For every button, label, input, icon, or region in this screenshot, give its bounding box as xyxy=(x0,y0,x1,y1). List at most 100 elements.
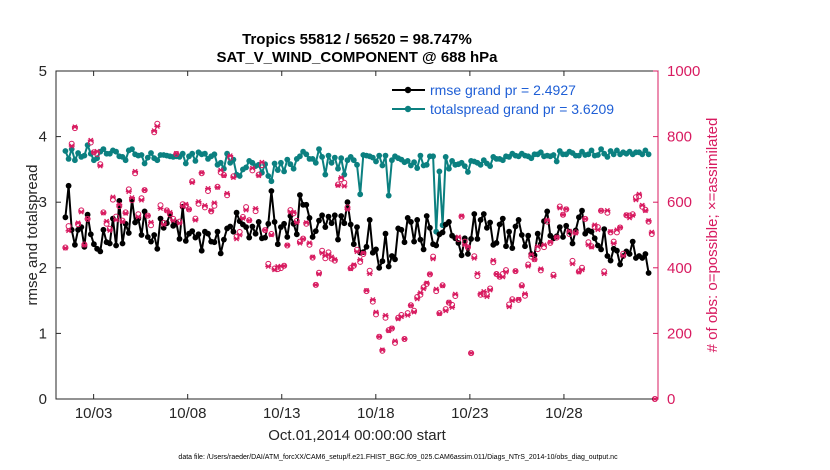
obs-assimilated-marker xyxy=(433,286,440,292)
rmse-point xyxy=(404,215,411,221)
totalspread-point xyxy=(585,151,592,158)
rmse-point xyxy=(233,209,240,216)
obs-assimilated-marker xyxy=(87,137,94,143)
rmse-point xyxy=(97,248,104,255)
obs-assimilated-marker xyxy=(617,224,624,231)
totalspread-point xyxy=(461,163,468,170)
obs-assimilated-marker xyxy=(363,287,370,293)
obs-assimilated-marker xyxy=(404,312,411,318)
rmse-point xyxy=(382,230,389,237)
totalspread-point xyxy=(202,150,208,157)
obs-assimilated-marker xyxy=(220,173,227,179)
obs-assimilated-marker xyxy=(388,325,395,331)
obs-assimilated-marker xyxy=(224,190,231,196)
legend-rmse-label: rmse grand pr = 2.4927 xyxy=(430,82,576,98)
totalspread-point xyxy=(449,158,455,164)
totalspread-point xyxy=(312,159,319,166)
obs-assimilated-marker xyxy=(563,206,570,212)
obs-possible-marker xyxy=(350,262,357,269)
obs-assimilated-marker xyxy=(141,187,148,193)
rmse-point xyxy=(560,234,566,240)
rmse-point xyxy=(477,217,484,223)
obs-assimilated-marker xyxy=(423,280,430,286)
legend-box xyxy=(384,81,654,117)
rmse-point xyxy=(144,234,151,240)
obs-assimilated-marker xyxy=(458,213,465,219)
obs-assimilated-marker xyxy=(284,242,291,248)
obs-assimilated-marker xyxy=(195,198,202,205)
obs-assimilated-marker xyxy=(300,236,307,242)
rmse-point xyxy=(468,236,474,242)
obs-assimilated-marker xyxy=(426,271,433,277)
x-tick-label: 10/23 xyxy=(451,405,489,422)
rmse-point xyxy=(306,215,313,221)
obs-assimilated-marker xyxy=(430,256,437,262)
rmse-point xyxy=(417,236,424,243)
totalspread-point xyxy=(382,152,389,159)
obs-assimilated-marker xyxy=(582,216,589,222)
rmse-point xyxy=(221,236,227,243)
totalspread-point xyxy=(113,148,119,155)
rmse-point xyxy=(87,231,94,238)
obs-possible-marker xyxy=(189,178,196,185)
rmse-point xyxy=(249,223,256,230)
rmse-point xyxy=(243,224,250,231)
rmse-point xyxy=(411,238,417,245)
left-y-axis-label: rmse and totalspread xyxy=(24,165,41,306)
rmse-point xyxy=(512,223,519,230)
rmse-point xyxy=(354,224,360,231)
totalspread-point xyxy=(309,156,316,162)
rmse-point xyxy=(439,229,446,236)
totalspread-point xyxy=(100,146,107,153)
totalspread-point xyxy=(537,149,544,156)
obs-assimilated-marker xyxy=(233,236,240,242)
obs-assimilated-marker xyxy=(420,286,427,292)
totalspread-point xyxy=(65,156,72,162)
obs-assimilated-marker xyxy=(411,309,418,315)
rmse-point xyxy=(518,232,525,238)
obs-assimilated-marker xyxy=(632,197,639,203)
rmse-point xyxy=(576,214,582,221)
rmse-point xyxy=(328,220,335,227)
rmse-point xyxy=(303,201,310,208)
totalspread-point xyxy=(604,154,611,160)
rmse-point xyxy=(141,208,148,215)
obs-assimilated-marker xyxy=(512,268,519,274)
totalspread-point xyxy=(576,152,582,159)
obs-assimilated-marker xyxy=(436,311,443,317)
obs-possible-marker xyxy=(255,171,262,178)
obs-assimilated-marker xyxy=(610,240,617,247)
obs-assimilated-marker xyxy=(506,304,513,310)
obs-assimilated-marker xyxy=(217,167,224,173)
obs-assimilated-marker xyxy=(262,227,269,233)
obs-assimilated-marker xyxy=(636,191,643,197)
x-tick-label: 10/08 xyxy=(169,405,207,422)
obs-possible-marker xyxy=(173,151,180,157)
rmse-point xyxy=(284,234,291,240)
rmse-point xyxy=(471,211,478,217)
obs-possible-marker xyxy=(360,251,367,257)
rmse-point xyxy=(100,226,107,233)
obs-possible-marker xyxy=(331,257,338,264)
totalspread-point xyxy=(350,157,357,164)
obs-assimilated-marker xyxy=(442,308,449,314)
rmse-point xyxy=(607,257,614,264)
obs-assimilated-marker xyxy=(81,242,88,248)
rmse-point xyxy=(579,207,585,214)
totalspread-point xyxy=(385,192,392,199)
obs-assimilated-marker xyxy=(246,218,253,224)
obs-possible-marker xyxy=(65,223,72,230)
totalspread-point xyxy=(122,157,129,164)
obs-assimilated-marker xyxy=(201,202,208,209)
totalspread-point xyxy=(75,150,81,156)
totalspread-point xyxy=(550,152,557,158)
totalspread-point xyxy=(389,157,395,164)
totalspread-point xyxy=(357,191,364,198)
rmse-point xyxy=(401,239,408,246)
obs-assimilated-marker xyxy=(94,148,101,154)
rmse-point xyxy=(341,220,348,227)
totalspread-point xyxy=(316,146,322,153)
obs-assimilated-marker xyxy=(629,212,636,218)
obs-assimilated-marker xyxy=(315,271,322,277)
x-tick-label: 10/03 xyxy=(75,405,113,422)
